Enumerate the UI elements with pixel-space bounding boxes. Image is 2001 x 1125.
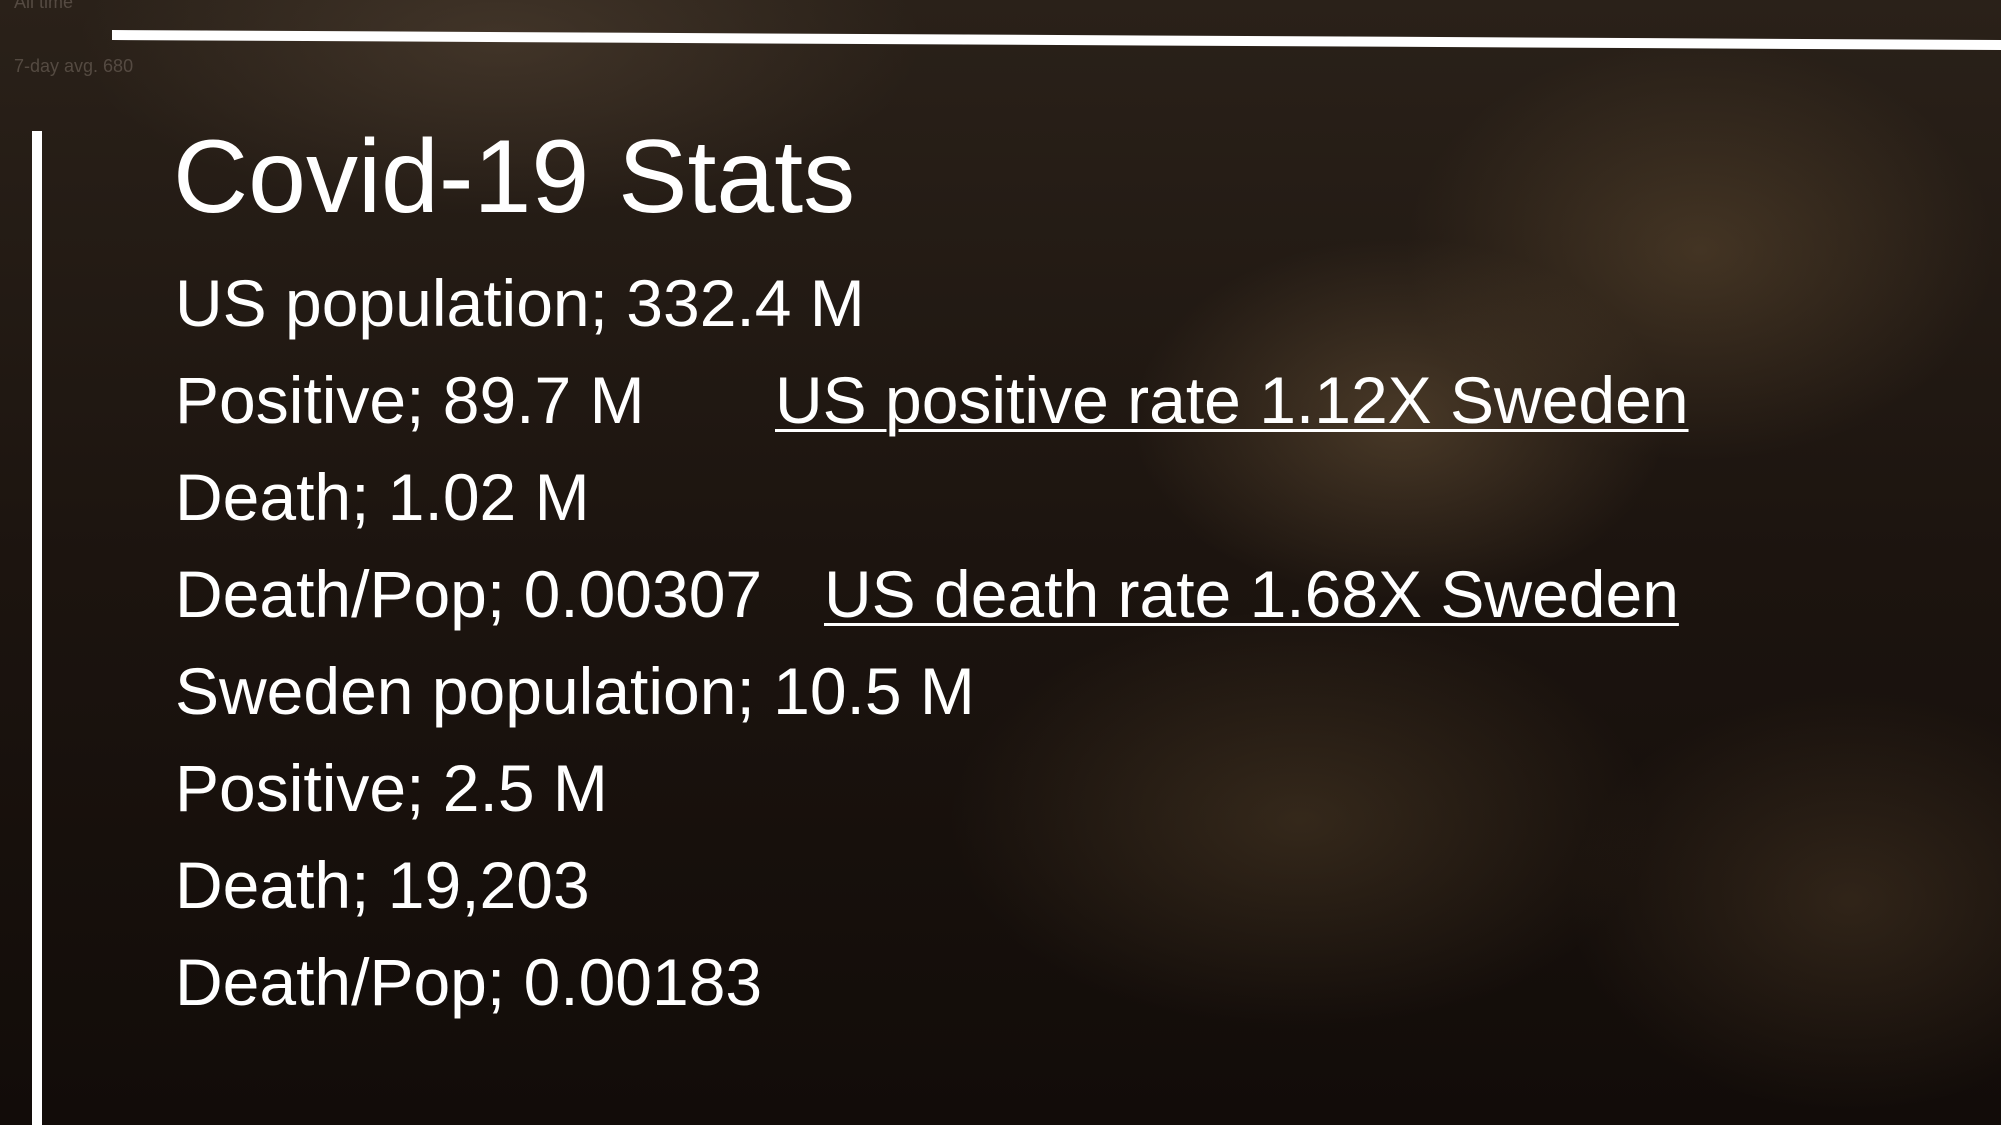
stat-line: Death/Pop; 0.00183: [175, 945, 763, 1019]
stat-line: Death; 1.02 M: [175, 460, 590, 534]
comparison-link[interactable]: US death rate 1.68X Sweden: [824, 557, 1679, 631]
stat-line: Positive; 2.5 M: [175, 751, 608, 825]
left-rule: [32, 131, 42, 1125]
corner-note: 7-day avg. 680: [14, 56, 134, 76]
stat-line: US population; 332.4 M: [175, 266, 865, 340]
slide-title: Covid-19 Stats: [173, 119, 856, 235]
stat-line: Death; 19,203: [175, 848, 590, 922]
top-rule: [112, 30, 2001, 50]
comparison-link[interactable]: US positive rate 1.12X Sweden: [775, 363, 1689, 437]
stat-line: Positive; 89.7 M: [175, 363, 645, 437]
stat-line: Death/Pop; 0.00307: [175, 557, 763, 631]
stat-line: Sweden population; 10.5 M: [175, 654, 975, 728]
corner-note: All time: [14, 0, 74, 12]
